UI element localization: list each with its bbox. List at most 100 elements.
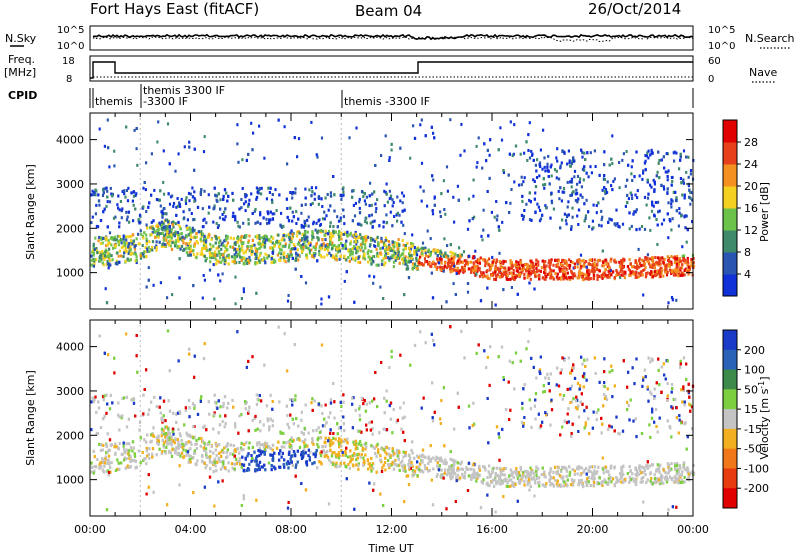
range-cell [236, 142, 238, 145]
range-cell [602, 250, 604, 253]
range-cell [590, 151, 592, 154]
range-cell [475, 273, 477, 276]
range-cell [206, 249, 208, 252]
range-cell [645, 274, 647, 277]
range-cell [401, 253, 403, 256]
range-cell [467, 282, 469, 285]
range-cell [675, 152, 677, 155]
range-cell [264, 261, 266, 264]
range-cell [365, 203, 367, 206]
range-cell [656, 270, 658, 273]
range-cell [273, 259, 275, 262]
range-cell [342, 191, 344, 194]
range-cell [618, 261, 620, 264]
range-cell [180, 227, 182, 230]
range-cell [241, 245, 243, 248]
range-cell [181, 198, 183, 201]
range-cell [494, 216, 496, 219]
range-cell [575, 199, 577, 202]
range-cell [510, 262, 512, 265]
range-cell [586, 277, 588, 280]
range-cell [281, 249, 283, 252]
range-cell [286, 207, 288, 210]
range-cell [140, 254, 142, 257]
range-cell [119, 250, 121, 253]
range-cell [553, 278, 555, 281]
range-cell [108, 255, 110, 258]
range-cell [235, 302, 237, 305]
range-cell [290, 250, 292, 253]
range-cell [583, 152, 585, 155]
range-cell [503, 267, 505, 270]
colorbar-swatch [723, 252, 737, 275]
range-cell [276, 240, 278, 243]
range-cell [457, 254, 459, 257]
range-cell [252, 239, 254, 242]
range-cell [316, 242, 318, 245]
range-cell [509, 202, 511, 205]
range-cell [243, 287, 245, 290]
range-cell [107, 119, 109, 122]
range-cell [664, 258, 666, 261]
range-cell [157, 120, 159, 123]
range-cell [624, 271, 626, 274]
range-cell [138, 243, 140, 246]
range-cell [453, 221, 455, 224]
range-cell [257, 221, 259, 224]
range-cell [514, 276, 516, 279]
range-cell [98, 236, 100, 239]
range-cell [222, 272, 224, 275]
range-cell [168, 192, 170, 195]
range-cell [116, 203, 118, 206]
range-cell [228, 263, 230, 266]
range-cell [191, 187, 193, 190]
range-cell [177, 231, 179, 234]
range-cell [280, 252, 282, 255]
range-cell [243, 262, 245, 265]
range-cell [606, 263, 608, 266]
range-cell [371, 193, 373, 196]
range-cell [671, 176, 673, 179]
range-cell [602, 273, 604, 276]
range-cell [109, 231, 111, 234]
range-cell [411, 257, 413, 260]
range-cell [177, 246, 179, 249]
range-cell [256, 235, 258, 238]
range-cell [162, 212, 164, 215]
range-cell [307, 231, 309, 234]
range-cell [509, 153, 511, 156]
range-cell [128, 243, 130, 246]
range-cell [641, 225, 643, 228]
range-cell [631, 265, 633, 268]
range-cell [261, 243, 263, 246]
range-cell [128, 235, 130, 238]
range-cell [209, 248, 211, 251]
range-cell [209, 260, 211, 263]
range-cell [585, 214, 587, 217]
range-cell [581, 196, 583, 199]
range-cell [248, 256, 250, 259]
range-cell [416, 267, 418, 270]
range-cell [243, 290, 245, 293]
range-cell [241, 259, 243, 262]
range-cell [130, 239, 132, 242]
range-cell [138, 221, 140, 224]
range-cell [122, 246, 124, 249]
range-cell [185, 202, 187, 205]
range-cell [107, 146, 109, 149]
range-cell [443, 255, 445, 258]
range-cell [575, 189, 577, 192]
range-cell [635, 210, 637, 213]
range-cell [456, 272, 458, 275]
nsearch-tick-top: 10^5 [708, 25, 735, 36]
range-cell [194, 236, 196, 239]
range-cell [631, 165, 633, 168]
range-cell [245, 250, 247, 253]
range-cell [583, 165, 585, 168]
range-cell [508, 174, 510, 177]
colorbar-swatch [723, 230, 737, 253]
range-cell [336, 215, 338, 218]
range-cell [177, 239, 179, 242]
range-cell [336, 248, 338, 251]
range-cell [404, 259, 406, 262]
